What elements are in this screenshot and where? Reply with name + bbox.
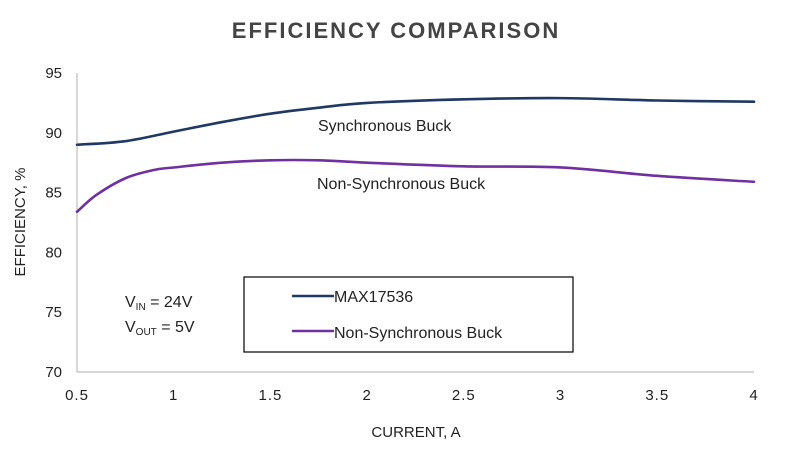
x-axis-label: CURRENT, A [371,424,460,441]
x-tick-label: 1 [169,387,178,404]
legend-box [243,276,574,353]
x-tick-label: 3 [556,387,565,404]
vout-value: = 5V [157,319,195,336]
chart-title: EFFICIENCY COMPARISON [232,18,560,43]
x-tick-label: 2.5 [452,387,476,404]
legend: MAX17536 Non-Synchronous Buck [243,276,574,353]
x-tick-label: 0.5 [65,387,89,404]
y-axis-label: EFFICIENCY, % [12,168,29,277]
y-tick-label: 80 [45,244,62,261]
vout-subscript: OUT [136,327,157,338]
x-tick-label: 1.5 [258,387,282,404]
series-line-nonsync-buck [75,158,756,214]
x-tick-label: 3.5 [645,387,669,404]
x-tick-label: 4 [749,387,758,404]
tick-labels: 70 75 80 85 90 95 0.5 1 1.5 2 2.5 3 3.5 4 [45,65,758,404]
x-tick-label: 2 [362,387,371,404]
y-tick-label: 95 [45,65,62,82]
vout-symbol: V [125,319,136,336]
y-tick-label: 70 [45,364,62,381]
vout-condition: VOUT = 5V [125,319,195,338]
vin-condition: VIN = 24V [125,294,193,313]
vin-symbol: V [125,294,136,311]
legend-label-max17536: MAX17536 [334,289,413,306]
series-line-max17536 [75,96,756,147]
sync-buck-annotation: Synchronous Buck [318,118,452,135]
series-lines [75,96,756,214]
y-tick-label: 75 [45,304,62,321]
vin-subscript: IN [136,302,146,313]
y-tick-label: 90 [45,125,62,142]
legend-label-nonsync: Non-Synchronous Buck [334,325,503,342]
axes [76,73,754,373]
y-tick-label: 85 [45,185,62,202]
nonsync-buck-annotation: Non-Synchronous Buck [317,176,486,193]
vin-value: = 24V [146,294,193,311]
